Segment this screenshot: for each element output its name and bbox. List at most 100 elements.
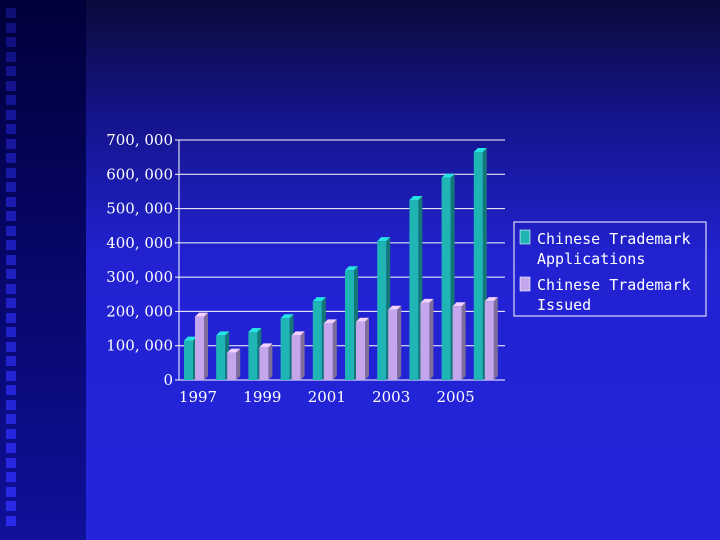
decorative-square <box>6 51 16 62</box>
bar-issued <box>452 302 466 380</box>
decorative-square <box>6 240 16 250</box>
bar-top-face <box>259 343 273 348</box>
legend-entry-issued-line1: Chinese Trademark <box>537 276 691 294</box>
decorative-square <box>6 254 16 265</box>
decorative-square <box>6 66 16 76</box>
bar-top-face <box>409 196 423 200</box>
bar-top-face <box>484 297 498 302</box>
bar-front-face <box>216 335 226 380</box>
bar-top-face <box>377 237 391 242</box>
bar-front-face <box>259 347 269 380</box>
bar-front-face <box>420 302 430 380</box>
y-tick-label: 300, 000 <box>106 268 173 286</box>
bar-top-face <box>323 319 337 324</box>
decorative-square <box>6 399 16 410</box>
bar-front-face <box>473 152 483 380</box>
legend-box <box>513 221 707 317</box>
decorative-square <box>6 95 16 105</box>
x-tick-label: 2003 <box>372 388 410 406</box>
bar-front-face <box>484 301 494 380</box>
bar-top-face <box>195 312 208 317</box>
bar-top-face <box>356 317 369 322</box>
bar-issued <box>420 298 434 380</box>
y-tick-label: 200, 000 <box>106 302 173 320</box>
decorative-square <box>6 153 16 163</box>
legend: Chinese Trademark Applications Chinese T… <box>513 221 707 317</box>
bar-issued <box>227 348 241 380</box>
decorative-square <box>6 225 16 236</box>
bar-front-face <box>227 352 237 380</box>
bar-front-face <box>452 306 462 380</box>
bar-front-face <box>356 321 365 380</box>
bar-side-face <box>204 312 208 380</box>
decorative-square <box>6 457 16 468</box>
bar-top-face <box>291 331 305 336</box>
bar-side-face <box>429 298 434 380</box>
decorative-square <box>6 211 16 221</box>
bars <box>184 148 498 380</box>
bar-top-face <box>227 348 241 353</box>
bar-top-face <box>248 328 262 332</box>
x-tick-label: 2005 <box>437 388 475 406</box>
y-tick-labels: 0 100, 000 200, 000 300, 000 400, 000 500, 00… <box>106 131 173 389</box>
decorative-square <box>6 80 16 91</box>
decorative-square <box>6 472 16 482</box>
x-tick-label: 2001 <box>308 388 346 406</box>
decorative-square <box>6 501 16 511</box>
decorative-square <box>6 8 16 18</box>
bar-issued <box>356 317 369 380</box>
y-tick-label: 600, 000 <box>106 165 173 183</box>
bar-side-face <box>268 343 273 380</box>
bar-front-face <box>195 316 204 380</box>
bar-top-face <box>420 298 434 303</box>
decorative-square <box>6 109 16 120</box>
decorative-square <box>6 37 16 47</box>
decorative-square <box>6 167 16 178</box>
bar-front-face <box>409 200 419 380</box>
bar-top-face <box>216 331 230 336</box>
x-tick-label: 1997 <box>179 388 217 406</box>
decorative-square <box>6 269 16 279</box>
decorative-square <box>6 370 16 381</box>
bar-front-face <box>345 270 354 380</box>
bar-top-face <box>473 148 487 152</box>
y-tick-label: 400, 000 <box>106 234 173 252</box>
bar-side-face <box>332 319 337 380</box>
bar-front-face <box>377 241 387 380</box>
decorative-square <box>6 486 16 497</box>
bar-front-face <box>184 340 193 380</box>
bar-issued <box>259 343 273 380</box>
decorative-square <box>6 327 16 337</box>
decorative-square <box>6 341 16 352</box>
bar-top-face <box>388 305 402 310</box>
y-tick-label: 500, 000 <box>106 200 173 218</box>
bar-front-face <box>280 318 290 380</box>
bar-front-face <box>291 335 301 380</box>
decorative-square <box>6 283 16 294</box>
bar-side-face <box>365 317 369 380</box>
legend-swatch-issued <box>519 276 531 292</box>
decorative-square <box>6 428 16 439</box>
x-tick-label: 1999 <box>243 388 281 406</box>
bar-side-face <box>300 331 305 380</box>
decorative-square <box>6 124 16 134</box>
legend-entry-applications-line1: Chinese Trademark <box>537 230 691 248</box>
bar-issued <box>388 305 402 380</box>
bar-issued <box>484 297 498 380</box>
bar-side-face <box>236 348 241 380</box>
bar-front-face <box>312 301 322 380</box>
decorative-square <box>6 138 16 149</box>
bar-front-face <box>441 177 451 380</box>
bar-top-face <box>312 297 326 302</box>
legend-entry-issued-line2: Issued <box>537 296 591 314</box>
y-tick-label: 0 <box>163 371 173 389</box>
bar-side-face <box>493 297 498 380</box>
decorative-square <box>6 298 16 308</box>
legend-entry-applications-line2: Applications <box>537 250 645 268</box>
decorative-square <box>6 414 16 424</box>
bar-top-face <box>184 336 197 341</box>
decorative-square <box>6 515 16 526</box>
bar-side-face <box>461 302 466 380</box>
